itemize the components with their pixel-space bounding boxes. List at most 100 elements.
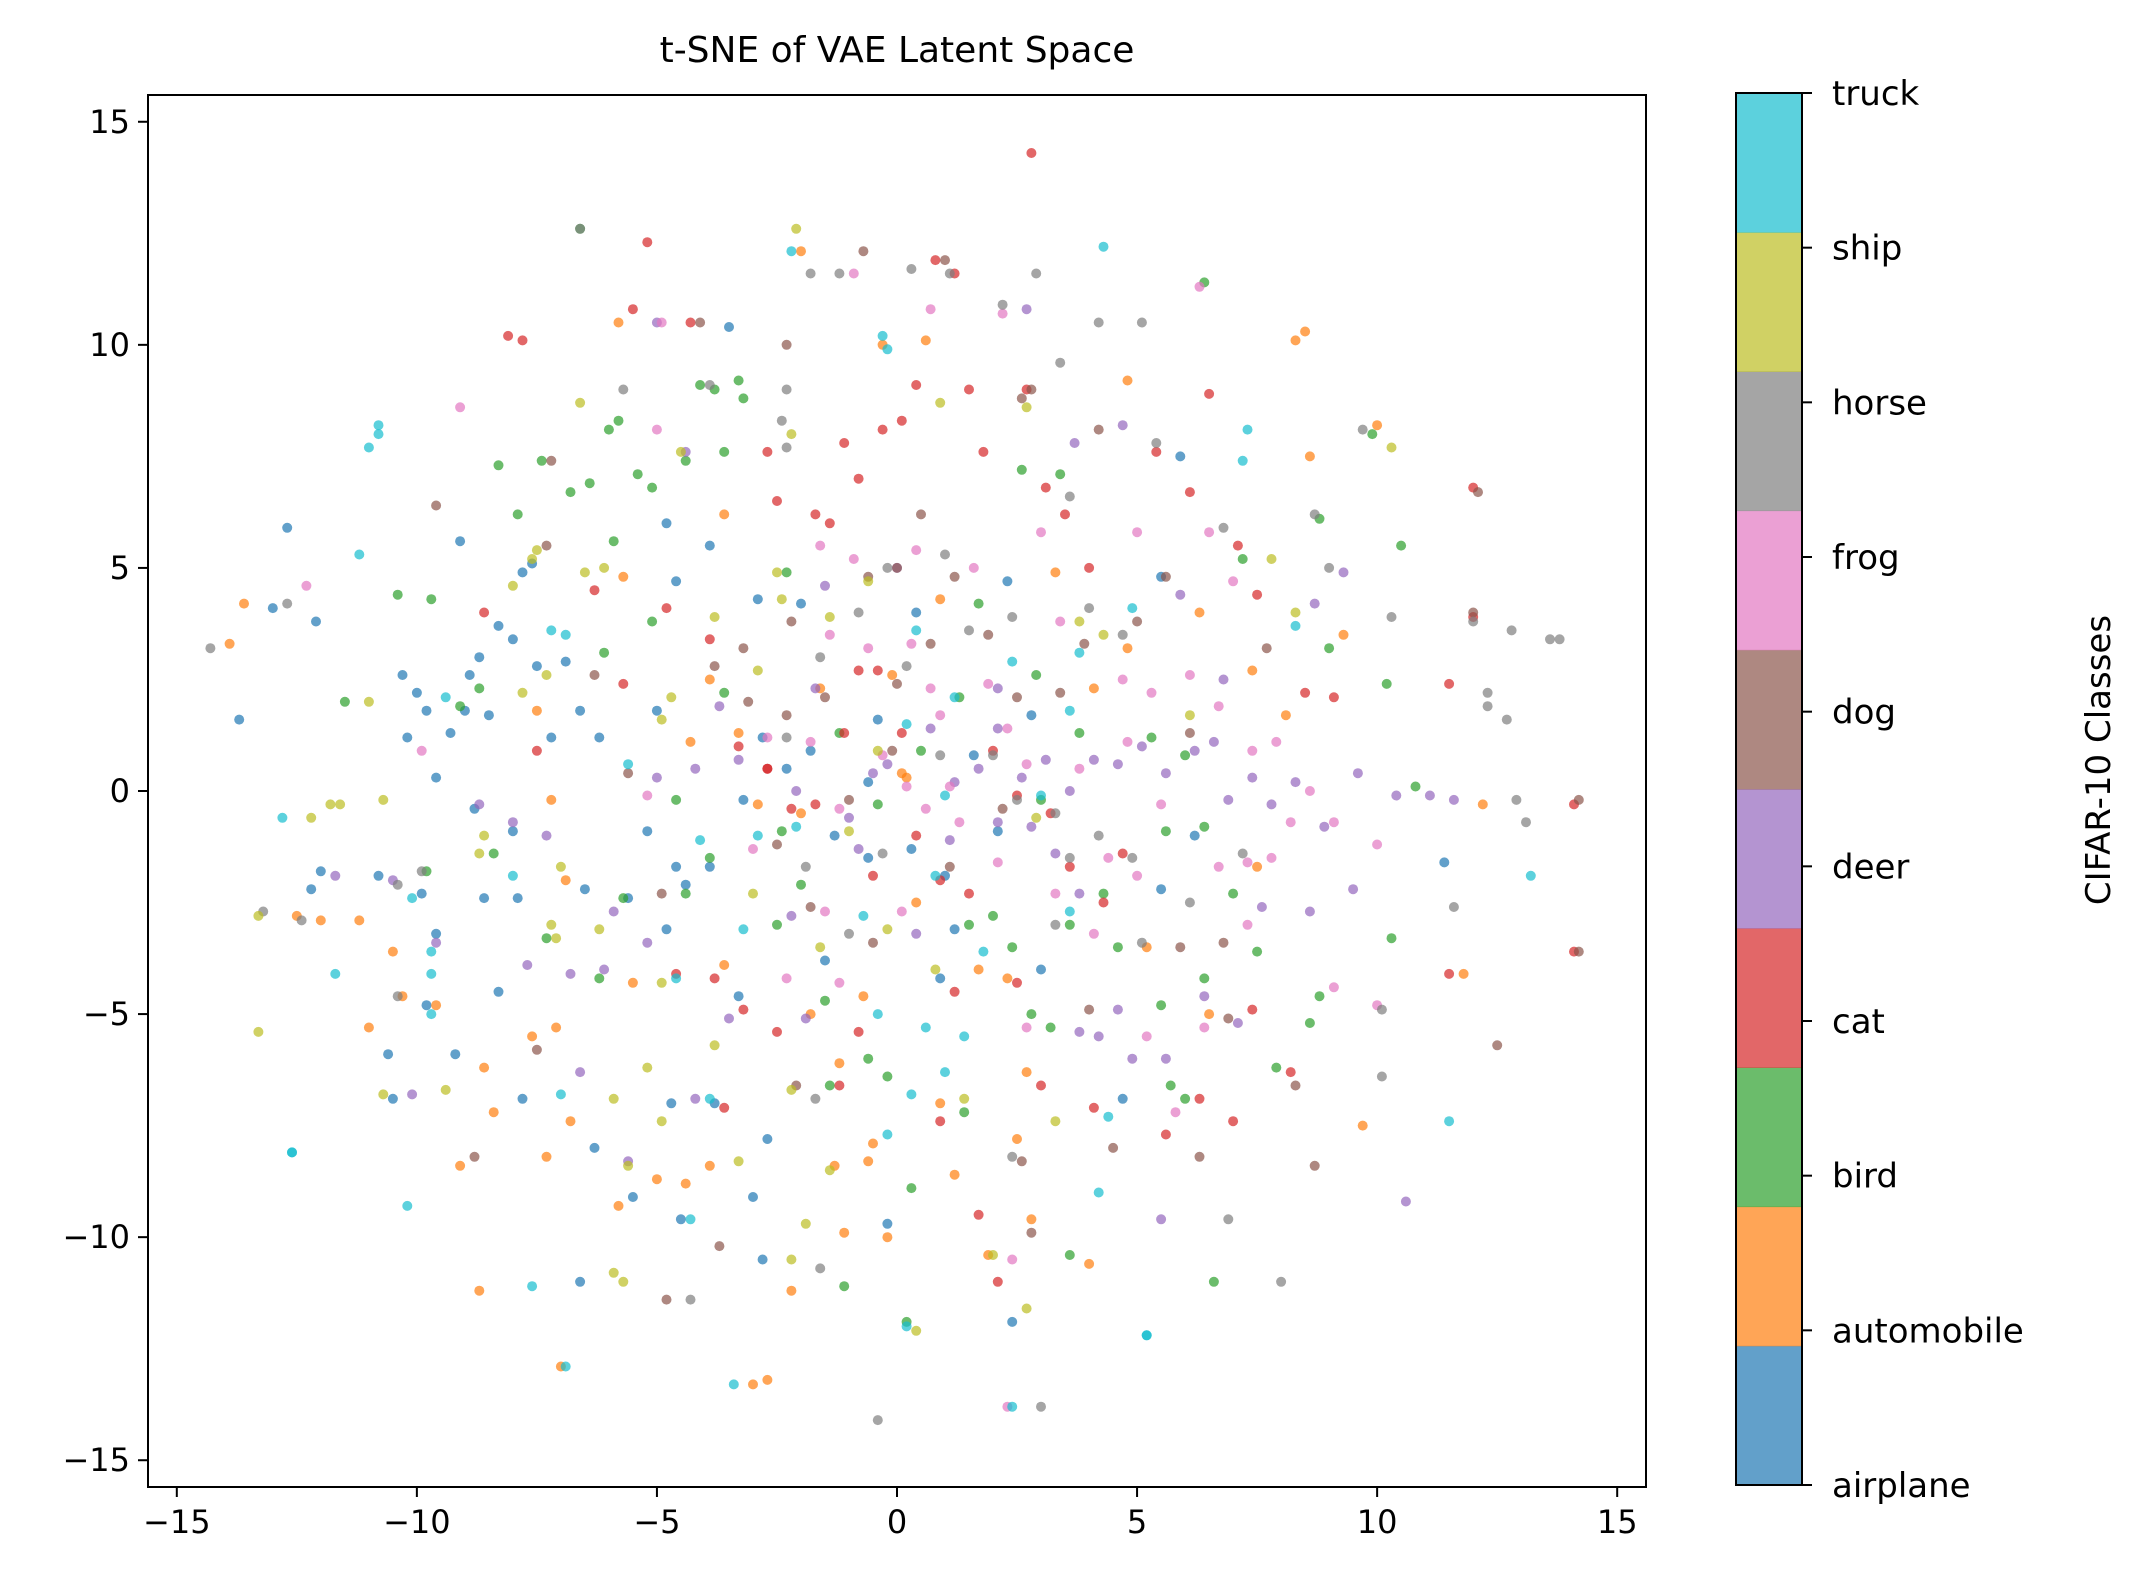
scatter-point-airplane xyxy=(1002,576,1013,587)
scatter-point-automobile xyxy=(315,915,326,926)
scatter-point-bird xyxy=(1146,732,1157,743)
scatter-point-truck xyxy=(1064,705,1075,716)
scatter-point-horse xyxy=(1093,830,1104,841)
scatter-point-deer xyxy=(1093,1031,1104,1042)
scatter-point-bird xyxy=(1228,888,1239,899)
scatter-point-dog xyxy=(1016,393,1027,404)
scatter-point-bird xyxy=(781,567,792,578)
scatter-point-truck xyxy=(277,812,288,823)
scatter-point-horse xyxy=(392,991,403,1002)
scatter-point-ship xyxy=(440,1084,451,1095)
scatter-point-airplane xyxy=(493,986,504,997)
x-tick-label: −5 xyxy=(633,1503,680,1541)
scatter-point-bird xyxy=(1156,1000,1167,1011)
scatter-point-airplane xyxy=(546,732,557,743)
scatter-point-cat xyxy=(1232,540,1243,551)
scatter-point-airplane xyxy=(373,870,384,881)
scatter-point-cat xyxy=(839,728,850,738)
scatter-point-bird xyxy=(608,536,619,547)
scatter-point-bird xyxy=(1074,728,1085,738)
scatter-point-ship xyxy=(1021,402,1032,413)
scatter-point-frog xyxy=(1304,786,1315,796)
scatter-point-deer xyxy=(522,960,533,970)
scatter-point-dog xyxy=(820,692,830,703)
scatter-point-deer xyxy=(1319,821,1330,832)
scatter-point-airplane xyxy=(752,594,763,605)
scatter-point-automobile xyxy=(527,1031,538,1042)
scatter-point-frog xyxy=(1242,919,1253,930)
scatter-point-deer xyxy=(1199,991,1210,1002)
scatter-point-cat xyxy=(627,304,638,315)
scatter-point-ship xyxy=(824,1165,835,1176)
y-tick-label: 5 xyxy=(110,549,130,587)
scatter-point-bird xyxy=(618,893,629,904)
scatter-point-bird xyxy=(680,888,691,899)
scatter-point-deer xyxy=(724,1013,734,1024)
scatter-point-airplane xyxy=(872,714,883,725)
colorbar-segment-cat xyxy=(1736,928,1802,1068)
scatter-point-automobile xyxy=(685,736,696,747)
scatter-point-truck xyxy=(402,1200,413,1211)
scatter-point-frog xyxy=(1117,674,1128,685)
scatter-point-cat xyxy=(531,745,542,756)
scatter-point-deer xyxy=(1026,821,1037,832)
scatter-point-truck xyxy=(560,1361,571,1372)
scatter-point-frog xyxy=(1122,736,1133,747)
scatter-point-bird xyxy=(1016,464,1027,475)
scatter-point-dog xyxy=(858,246,869,257)
scatter-point-dog xyxy=(1468,607,1479,618)
scatter-point-horse xyxy=(1223,1214,1234,1225)
scatter-point-truck xyxy=(1093,1187,1104,1198)
scatter-point-cat xyxy=(517,335,528,346)
scatter-point-automobile xyxy=(1357,1120,1368,1131)
scatter-point-bird xyxy=(1064,1250,1075,1260)
scatter-point-truck xyxy=(959,1031,970,1042)
scatter-point-airplane xyxy=(411,687,422,698)
scatter-point-cat xyxy=(896,415,907,426)
scatter-point-cat xyxy=(661,603,672,614)
scatter-point-ship xyxy=(474,848,485,859)
scatter-point-airplane xyxy=(579,884,590,895)
scatter-point-ship xyxy=(1386,442,1397,453)
scatter-point-horse xyxy=(1448,902,1459,912)
scatter-point-horse xyxy=(1482,687,1493,698)
scatter-point-horse xyxy=(1276,1276,1287,1287)
scatter-point-automobile xyxy=(935,594,946,605)
scatter-point-ship xyxy=(1290,607,1301,618)
scatter-point-airplane xyxy=(1189,830,1200,841)
scatter-point-airplane xyxy=(474,652,485,663)
scatter-point-dog xyxy=(1184,728,1195,738)
scatter-point-automobile xyxy=(733,728,744,738)
scatter-point-airplane xyxy=(666,1098,677,1109)
scatter-point-airplane xyxy=(450,1049,461,1060)
scatter-point-dog xyxy=(1473,487,1483,498)
scatter-point-horse xyxy=(1309,509,1320,520)
scatter-point-automobile xyxy=(901,772,912,783)
scatter-point-horse xyxy=(1007,1151,1018,1162)
scatter-point-frog xyxy=(1372,839,1383,850)
scatter-point-bird xyxy=(493,460,504,471)
scatter-point-horse xyxy=(1031,268,1042,279)
scatter-point-airplane xyxy=(733,991,744,1002)
x-tick-label: 10 xyxy=(1357,1503,1398,1541)
scatter-point-frog xyxy=(935,710,946,721)
scatter-point-ship xyxy=(608,1093,619,1104)
scatter-point-bird xyxy=(671,794,682,805)
scatter-point-dog xyxy=(1079,638,1090,649)
scatter-point-dog xyxy=(892,562,902,573)
scatter-point-horse xyxy=(1218,522,1229,533)
scatter-point-cat xyxy=(618,678,629,689)
colorbar-segment-horse xyxy=(1736,371,1802,512)
scatter-point-ship xyxy=(786,1084,797,1095)
scatter-point-cat xyxy=(1036,1080,1046,1091)
scatter-point-ship xyxy=(1050,1116,1061,1127)
scatter-point-airplane xyxy=(483,710,494,721)
scatter-point-dog xyxy=(546,455,557,466)
scatter-point-ship xyxy=(335,799,346,810)
scatter-point-dog xyxy=(541,540,552,551)
scatter-point-dog xyxy=(661,1294,672,1305)
scatter-point-deer xyxy=(1232,1018,1243,1028)
scatter-point-cat xyxy=(868,870,878,881)
scatter-point-cat xyxy=(1328,692,1339,703)
